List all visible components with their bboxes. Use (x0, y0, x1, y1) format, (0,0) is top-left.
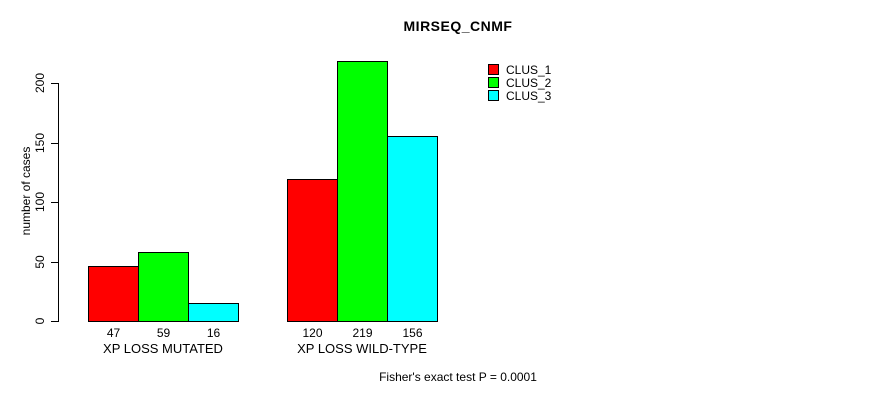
bar-value-label: 120 (302, 326, 323, 340)
bar-value-label: 16 (206, 326, 221, 340)
y-tick-label: 100 (33, 191, 47, 213)
bar-clus_3-group2 (387, 136, 438, 322)
caption: Fisher's exact test P = 0.0001 (379, 370, 537, 384)
legend-swatch-icon (488, 64, 499, 75)
bar-value-label: 47 (106, 326, 121, 340)
y-axis-title: number of cases (19, 146, 33, 236)
legend-swatch-icon (488, 77, 499, 88)
legend-label: CLUS_2 (506, 75, 552, 90)
y-tick (51, 202, 58, 203)
y-tick (51, 321, 58, 322)
bar-clus_2-group1 (138, 252, 189, 322)
bar-clus_1-group2 (287, 179, 338, 322)
bar-clus_3-group1 (188, 303, 239, 322)
legend-swatch-icon (488, 90, 499, 101)
legend-item: CLUS_3 (488, 88, 552, 103)
y-tick (51, 262, 58, 263)
bar-value-label: 59 (156, 326, 171, 340)
y-axis-line (58, 83, 59, 322)
bar-value-label: 219 (352, 326, 373, 340)
legend-label: CLUS_1 (506, 62, 552, 77)
bar-clus_1-group1 (88, 266, 139, 322)
legend-item: CLUS_2 (488, 75, 552, 90)
y-tick (51, 83, 58, 84)
bar-value-label: 156 (402, 326, 423, 340)
chart-title: MIRSEQ_CNMF (403, 18, 513, 34)
legend-label: CLUS_3 (506, 88, 552, 103)
legend-item: CLUS_1 (488, 62, 552, 77)
bar-clus_2-group2 (337, 61, 388, 322)
group-label: XP LOSS WILD-TYPE (297, 341, 427, 356)
y-tick (51, 143, 58, 144)
y-tick-label: 150 (33, 132, 47, 154)
y-tick-label: 200 (33, 72, 47, 94)
legend: CLUS_1 CLUS_2 CLUS_3 (488, 62, 552, 103)
y-tick-label: 0 (33, 317, 47, 325)
y-tick-label: 50 (33, 255, 47, 269)
group-label: XP LOSS MUTATED (103, 341, 223, 356)
